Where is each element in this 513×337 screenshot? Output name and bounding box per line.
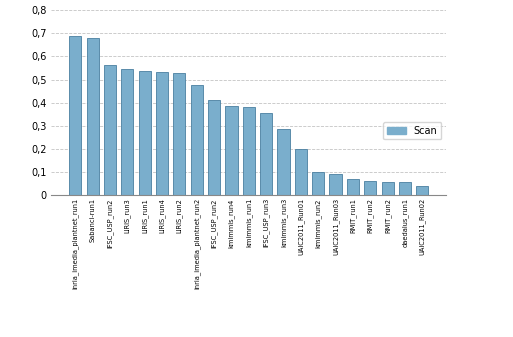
Bar bbox=[173, 73, 186, 195]
Bar bbox=[121, 69, 133, 195]
Bar bbox=[364, 181, 377, 195]
Bar bbox=[225, 106, 238, 195]
Bar bbox=[156, 71, 168, 195]
Bar bbox=[87, 38, 98, 195]
Bar bbox=[104, 65, 116, 195]
Bar bbox=[208, 100, 220, 195]
Bar bbox=[260, 113, 272, 195]
Bar bbox=[382, 182, 393, 195]
Bar bbox=[347, 179, 359, 195]
Bar bbox=[191, 85, 203, 195]
Bar bbox=[295, 149, 307, 195]
Bar bbox=[329, 174, 342, 195]
Legend: Scan: Scan bbox=[383, 122, 442, 140]
Bar bbox=[416, 186, 428, 195]
Bar bbox=[278, 129, 289, 195]
Bar bbox=[69, 36, 82, 195]
Bar bbox=[139, 71, 151, 195]
Bar bbox=[399, 182, 411, 195]
Bar bbox=[312, 172, 324, 195]
Bar bbox=[243, 107, 255, 195]
